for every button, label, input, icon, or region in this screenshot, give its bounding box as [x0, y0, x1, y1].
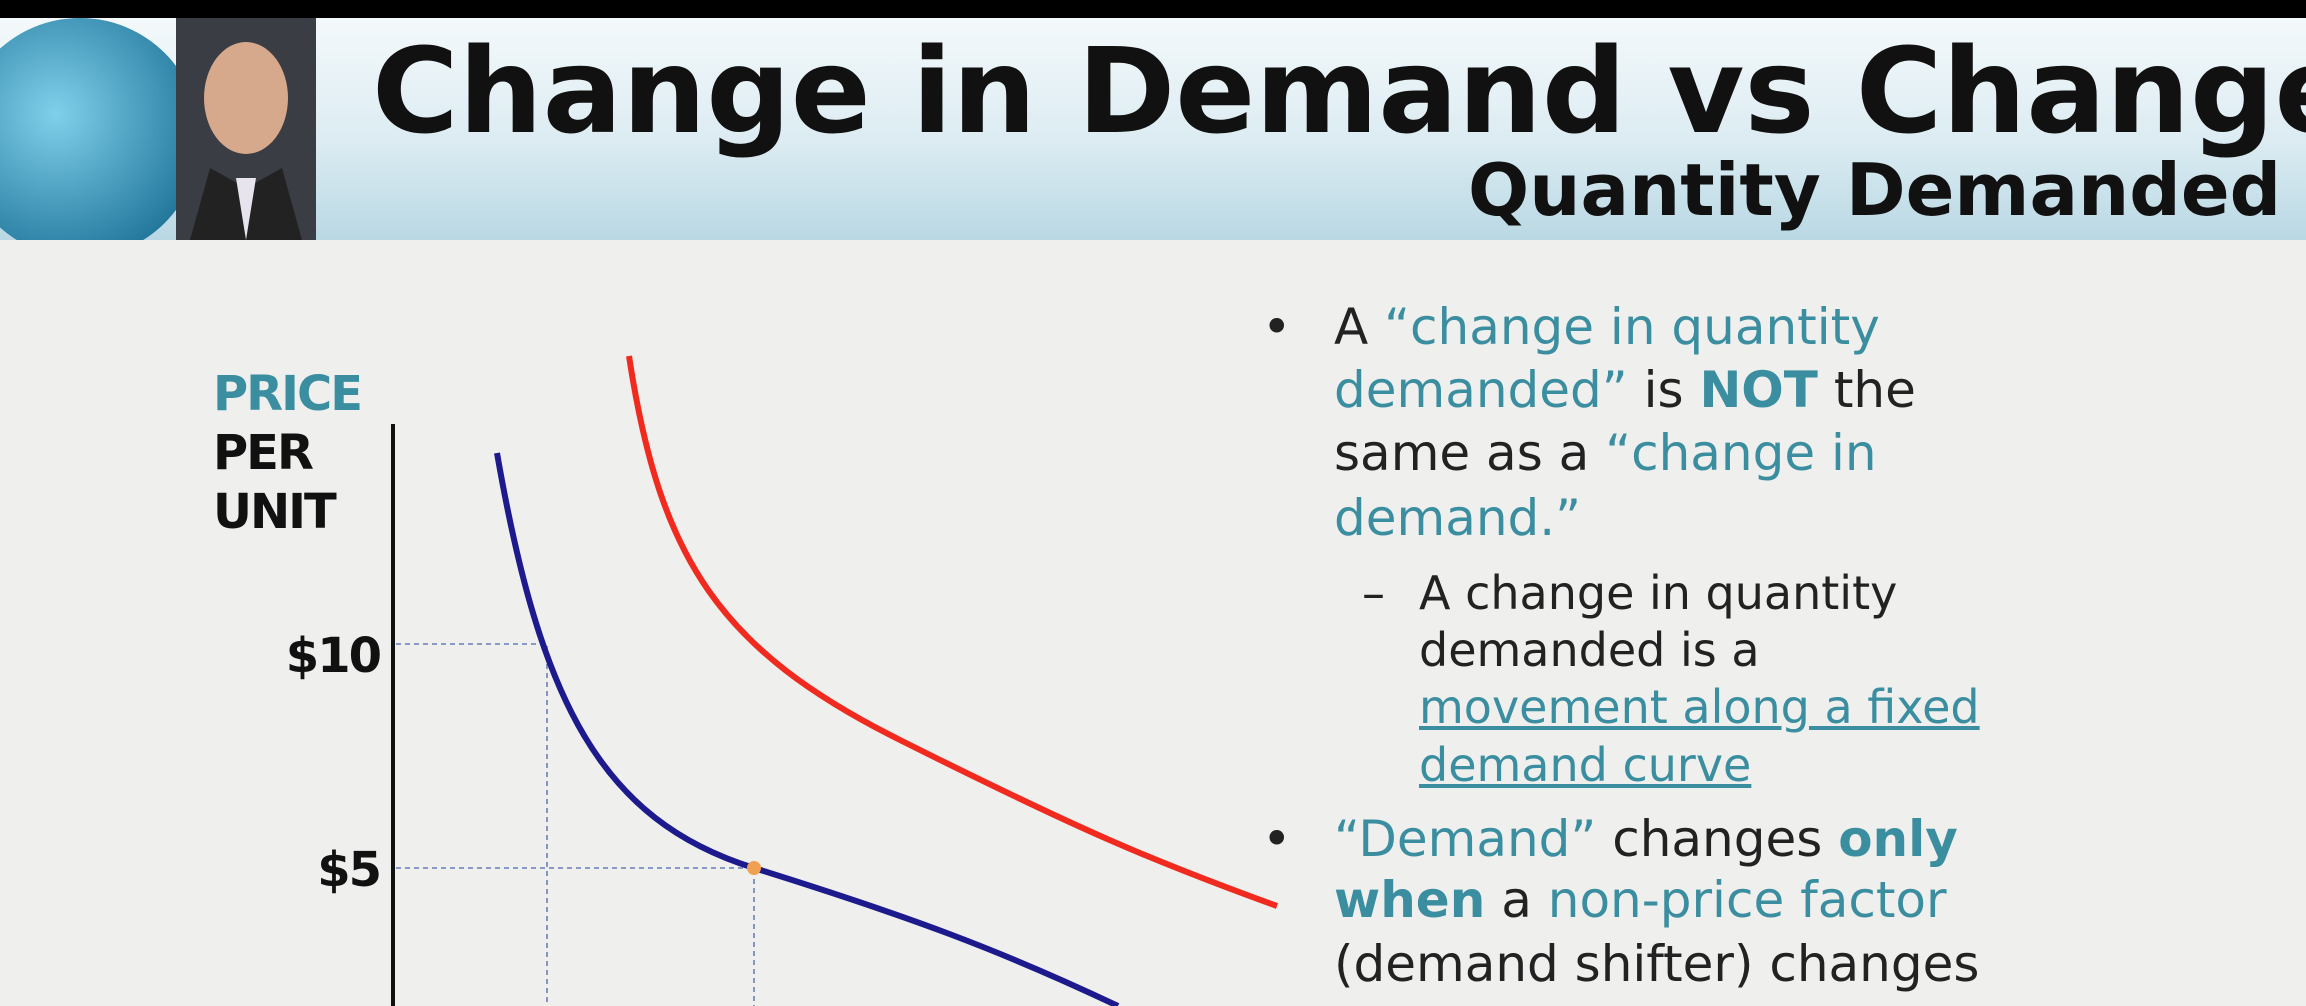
dash: – [1362, 566, 1385, 620]
text-line: demand curve [1419, 738, 1752, 792]
globe [0, 18, 200, 240]
axis-label: PRICE [213, 366, 363, 422]
point [747, 861, 761, 875]
text: A [1334, 298, 1369, 356]
text-line: same as a “change in [1334, 424, 1877, 482]
text: is [1643, 361, 1684, 419]
text: the [1833, 361, 1916, 419]
text: “change in quantity [1384, 298, 1880, 356]
price-label: $10 [285, 628, 382, 684]
axis-label: UNIT [213, 484, 337, 540]
slide-title: Change in Demand vs Change in [372, 22, 2306, 160]
presenter-shirt [236, 178, 256, 240]
header-art [0, 18, 316, 240]
axis-label: PER [213, 425, 314, 481]
top-bar [0, 0, 2306, 18]
slide-subtitle: Quantity Demanded [1468, 148, 2282, 232]
text-line: A change in quantity [1419, 566, 1898, 620]
text: a [1501, 871, 1532, 929]
demand-diagram [391, 355, 1279, 1006]
price-label: $5 [317, 842, 382, 898]
text-line: (demand shifter) changes [1334, 935, 1980, 993]
text: “change in [1605, 424, 1877, 482]
guide-line [396, 643, 548, 1006]
text: NOT [1699, 361, 1818, 419]
text-line: “Demand” changes only [1334, 810, 1958, 868]
shifted-demand-curve [626, 355, 1279, 909]
text: demand.” [1334, 489, 1582, 547]
bullet: • [1262, 810, 1292, 868]
text-line: demanded is a [1419, 623, 1760, 677]
text-line: movement along a fixed [1419, 680, 1980, 734]
text: changes [1612, 810, 1823, 868]
text: “Demand” [1334, 810, 1597, 868]
text-line: A “change in quantity [1334, 298, 1880, 356]
text-line: demanded” is NOT the [1334, 361, 1916, 419]
presenter-face [204, 42, 288, 154]
text-line: when a non-price factor [1334, 871, 1947, 929]
demand-curve [494, 452, 1120, 1006]
text: demanded” [1334, 361, 1628, 419]
text: when [1334, 871, 1486, 929]
guide-line [396, 867, 755, 1006]
bullet: • [1262, 298, 1292, 356]
text: non-price factor [1547, 871, 1947, 929]
header: Change in Demand vs Change in Quantity D… [0, 18, 2306, 240]
text: only [1838, 810, 1958, 868]
text-line: demand.” [1334, 489, 1581, 547]
text: same as a [1334, 424, 1590, 482]
